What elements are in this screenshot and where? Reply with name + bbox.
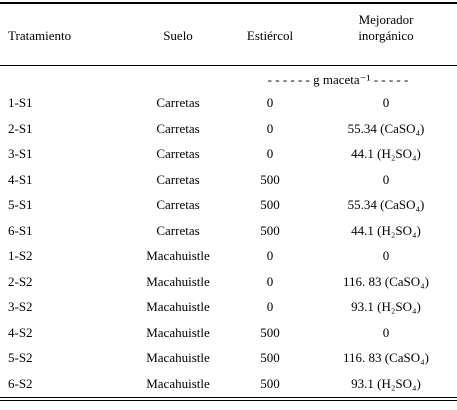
- table-cell: 44.1 (H₂SO₄): [351, 146, 421, 161]
- row-label: 2-S1: [8, 120, 33, 136]
- table-cell: 0: [382, 95, 390, 110]
- column-header: Suelo: [163, 28, 193, 43]
- column-header: Estiércol: [246, 28, 294, 43]
- table-cell: 0: [266, 146, 274, 161]
- row-label: 4-S1: [8, 171, 33, 187]
- table-cell: Macahuistle: [146, 324, 210, 340]
- table-cell: Carretas: [156, 171, 200, 187]
- table-cell: 0: [266, 299, 274, 314]
- table-cell: 0: [266, 95, 274, 110]
- row-label: 1-S1: [8, 95, 33, 110]
- table-cell: Carretas: [156, 197, 200, 212]
- bottom-rule: [0, 397, 457, 398]
- table-cell: 0: [382, 171, 390, 187]
- top-rule: [0, 2, 457, 4]
- row-label: 2-S2: [8, 273, 33, 289]
- row-label: 1-S2: [8, 248, 33, 263]
- table-cell: Carretas: [156, 120, 200, 136]
- table-cell: Macahuistle: [146, 299, 210, 314]
- row-label: 4-S2: [8, 324, 33, 340]
- header-rule: [0, 65, 457, 66]
- column-header: Mejorador inorgánico: [358, 12, 414, 43]
- table-cell: 55.34 (CaSO₄): [347, 120, 425, 136]
- table-cell: Macahuistle: [146, 248, 210, 263]
- table-cell: 500: [260, 324, 280, 340]
- table-cell: 0: [382, 248, 390, 263]
- table-cell: Macahuistle: [146, 350, 210, 365]
- table-cell: Carretas: [156, 95, 200, 110]
- row-label: 3-S2: [8, 299, 33, 314]
- table-cell: Carretas: [156, 146, 200, 161]
- table-cell: 500: [260, 350, 280, 365]
- row-label: 6-S2: [8, 375, 33, 391]
- table-cell: 116. 83 (CaSO₄): [342, 273, 430, 289]
- column-header: Tratamiento: [8, 28, 72, 43]
- units-label: - - - - - - g maceta⁻¹ - - - - -: [267, 72, 409, 87]
- row-label: 5-S2: [8, 350, 33, 365]
- table-cell: 500: [260, 171, 280, 187]
- table-cell: 500: [260, 197, 280, 212]
- table-cell: 0: [266, 120, 274, 136]
- table-cell: 55.34 (CaSO₄): [347, 197, 425, 212]
- table-cell: 0: [266, 273, 274, 289]
- table-cell: 0: [266, 248, 274, 263]
- bottom-rule: [0, 400, 457, 401]
- table-cell: 44.1 (H₂SO₄): [351, 222, 421, 238]
- row-label: 3-S1: [8, 146, 33, 161]
- row-label: 5-S1: [8, 197, 33, 212]
- table-cell: Carretas: [156, 222, 200, 238]
- table-cell: 500: [260, 222, 280, 238]
- table-cell: 93.1 (H₂SO₄): [351, 299, 421, 314]
- table-cell: 93.1 (H₂SO₄): [351, 375, 421, 391]
- table-cell: 116. 83 (CaSO₄): [342, 350, 430, 365]
- table-cell: 0: [382, 324, 390, 340]
- table-cell: Macahuistle: [146, 375, 210, 391]
- row-label: 6-S1: [8, 222, 33, 238]
- table-cell: Macahuistle: [146, 273, 210, 289]
- table-cell: 500: [260, 375, 280, 391]
